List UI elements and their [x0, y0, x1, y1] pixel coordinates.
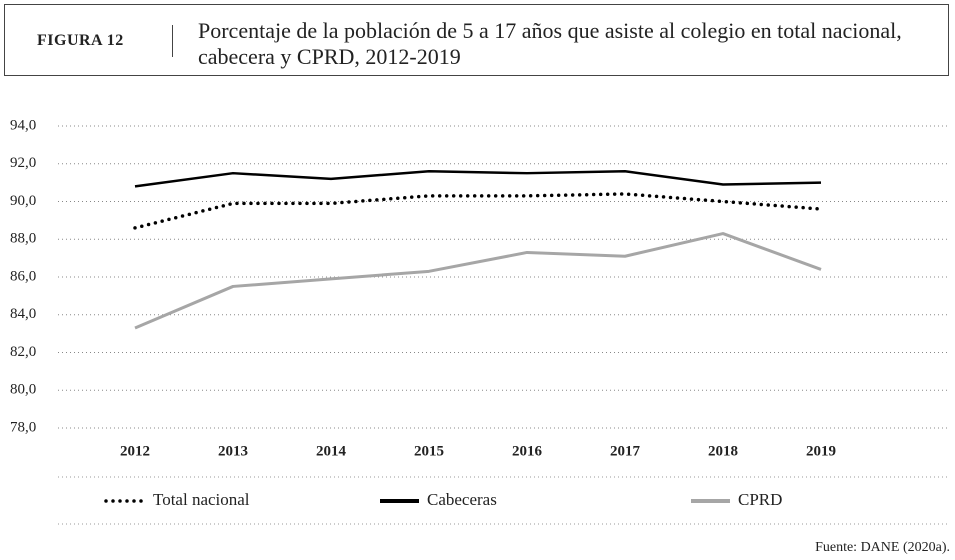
- y-tick-label: 86,0: [10, 268, 36, 284]
- y-tick-label: 80,0: [10, 382, 36, 398]
- x-tick-label: 2013: [218, 443, 248, 459]
- y-tick-label: 92,0: [10, 155, 36, 171]
- y-tick-label: 78,0: [10, 419, 36, 435]
- x-tick-label: 2017: [610, 443, 641, 459]
- x-tick-label: 2015: [414, 443, 444, 459]
- series-line: [134, 170, 822, 188]
- legend-label: Total nacional: [153, 490, 250, 509]
- y-tick-label: 88,0: [10, 231, 36, 247]
- x-tick-label: 2012: [120, 443, 150, 459]
- source: Fuente: DANE (2020a).: [815, 540, 950, 555]
- legend-label: CPRD: [738, 490, 782, 509]
- y-tick-label: 90,0: [10, 193, 36, 209]
- y-tick-label: 94,0: [10, 117, 36, 133]
- figure-label: FIGURA 12: [37, 32, 124, 49]
- legend-label: Cabeceras: [427, 490, 497, 509]
- series-line: [133, 192, 823, 230]
- series-line: [134, 232, 822, 330]
- x-tick-label: 2014: [316, 443, 347, 459]
- figure-header: FIGURA 12 Porcentaje de la población de …: [4, 4, 949, 76]
- y-tick-label: 82,0: [10, 344, 36, 360]
- chart-title: Porcentaje de la población de 5 a 17 año…: [198, 18, 902, 69]
- x-tick-label: 2019: [806, 443, 836, 459]
- x-tick-label: 2016: [512, 443, 543, 459]
- separator: [172, 25, 173, 57]
- x-tick-label: 2018: [708, 443, 738, 459]
- y-tick-label: 84,0: [10, 306, 36, 322]
